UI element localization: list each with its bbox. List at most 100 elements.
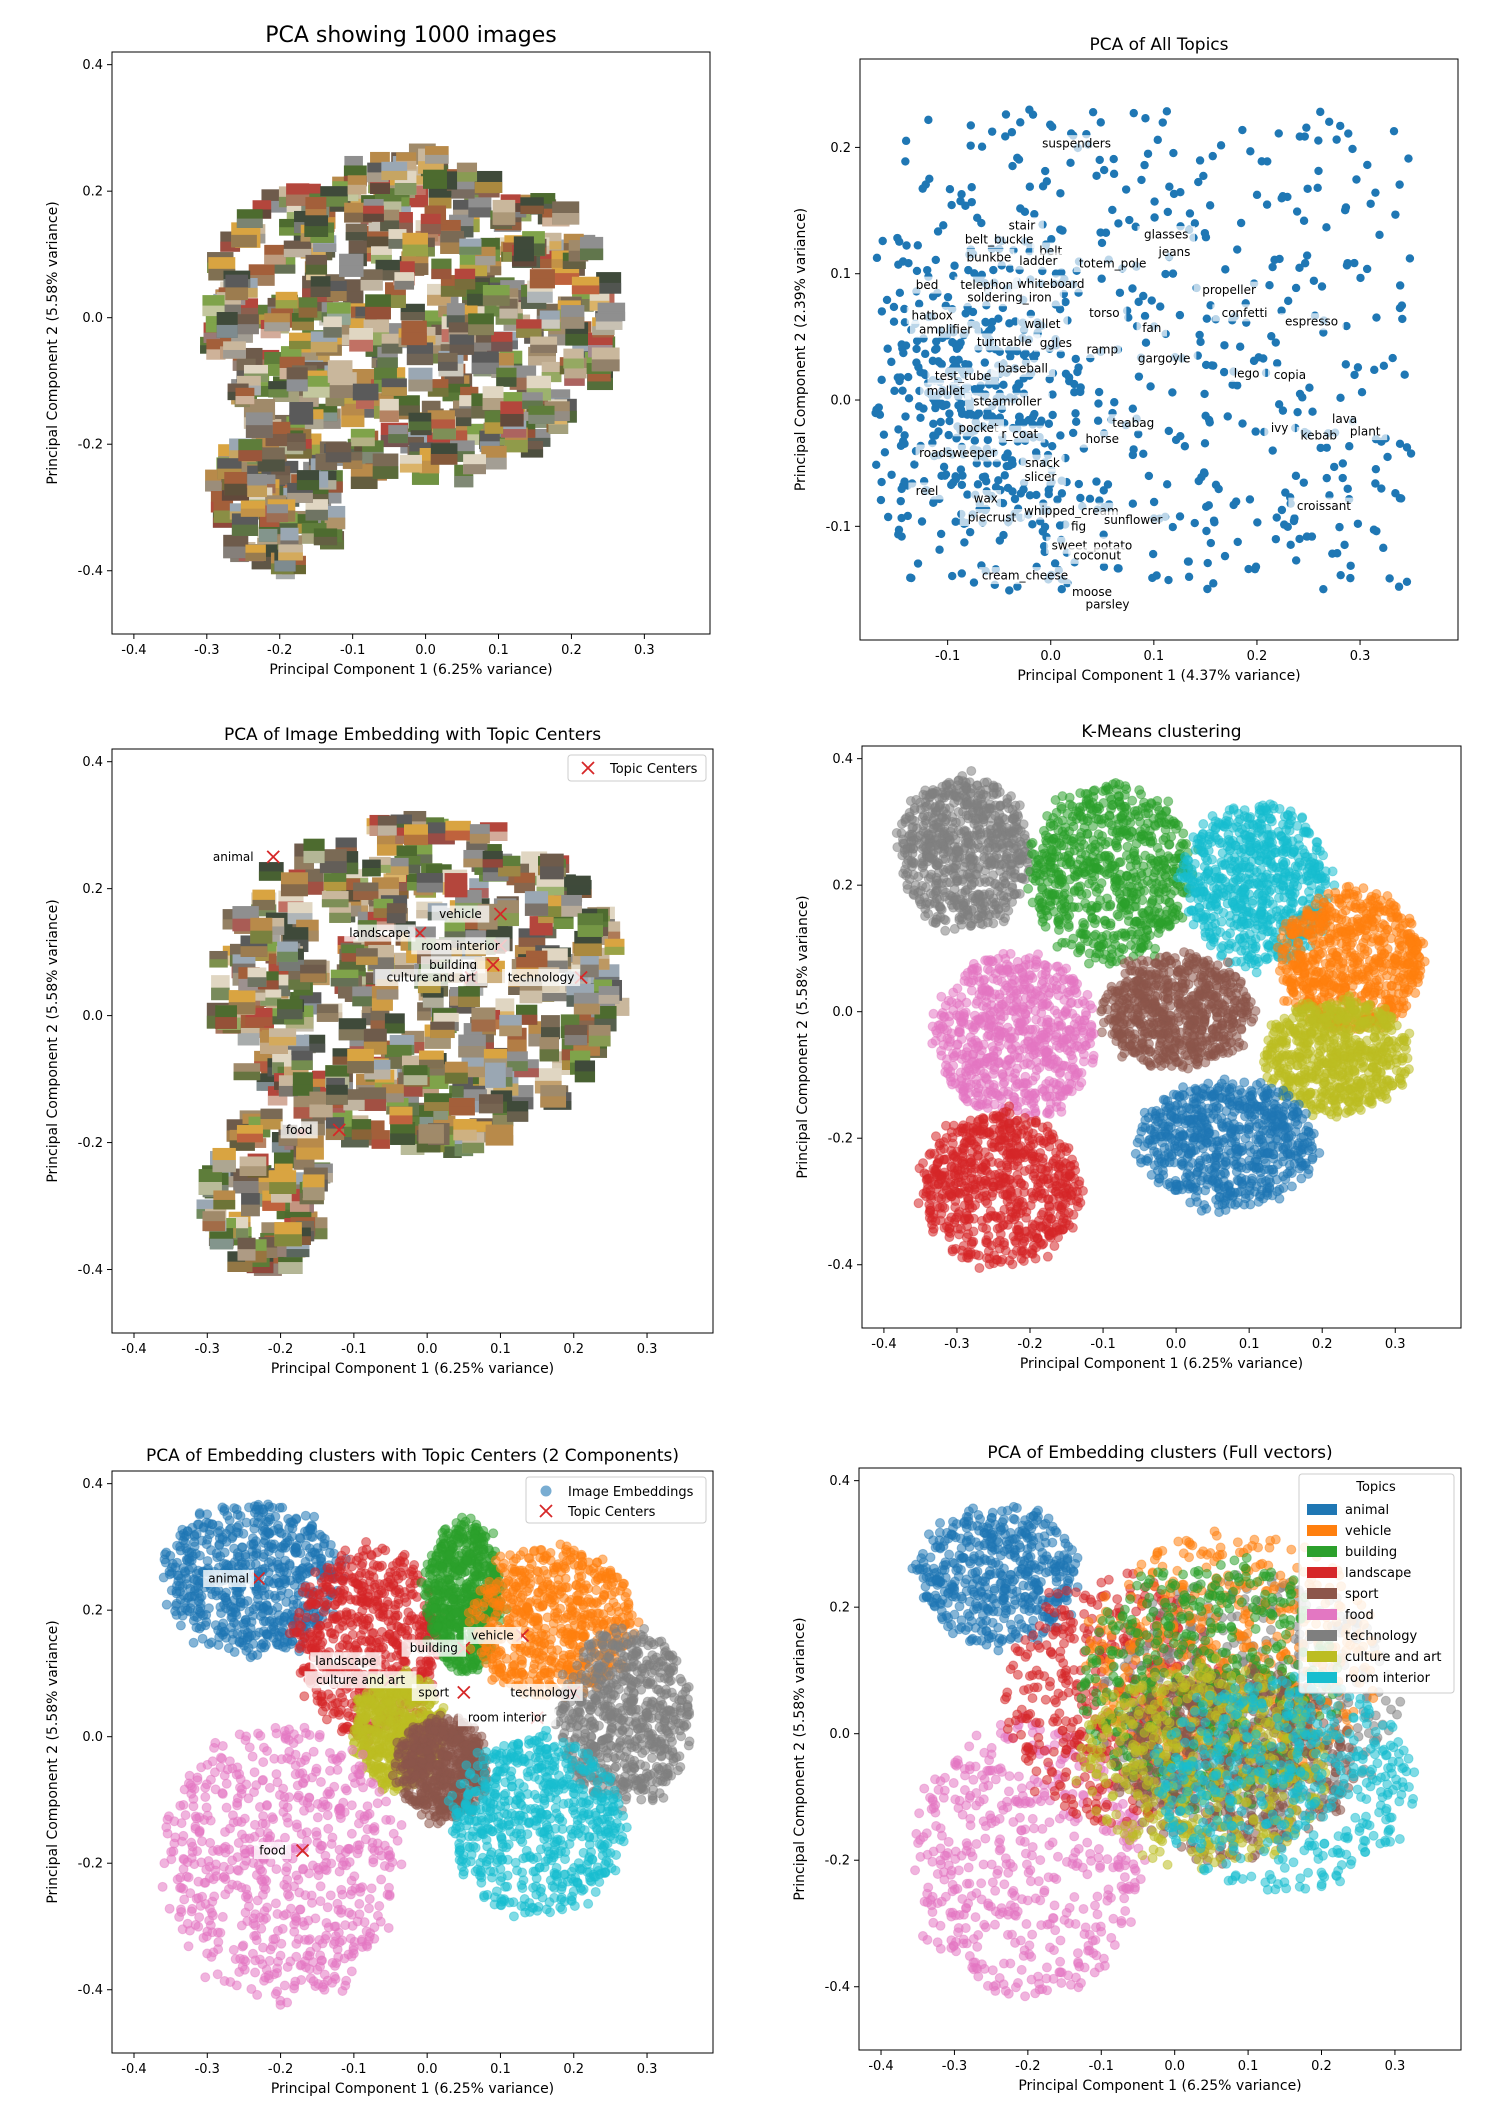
topic-label: croissant	[1297, 499, 1351, 513]
topic-label: reel	[916, 484, 939, 498]
data-point	[1234, 538, 1242, 546]
thumbnail-detail	[423, 998, 444, 1008]
data-point	[944, 431, 952, 439]
data-point	[1056, 189, 1064, 197]
thumbnail-detail	[404, 1075, 428, 1085]
image-thumbnail	[499, 1015, 522, 1036]
image-thumbnail	[213, 1190, 235, 1209]
image-thumbnail	[541, 1015, 560, 1039]
topic-label-group: coconut	[1068, 547, 1126, 564]
thumbnail-detail	[588, 373, 611, 381]
data-point	[951, 472, 959, 480]
image-thumbnail	[382, 378, 407, 396]
data-point	[1330, 463, 1338, 471]
data-point	[1172, 436, 1180, 444]
data-point	[890, 318, 898, 326]
data-point	[1165, 182, 1173, 190]
data-point	[951, 518, 959, 526]
data-point	[1375, 231, 1383, 239]
topic-label: piecrust	[968, 510, 1017, 524]
data-point	[1185, 573, 1193, 581]
data-point	[966, 528, 974, 536]
data-point	[1292, 284, 1300, 292]
data-point	[1008, 487, 1016, 495]
data-point	[884, 513, 892, 521]
data-point	[1303, 532, 1311, 540]
thumbnail-detail	[430, 1030, 454, 1038]
data-point	[1221, 265, 1229, 273]
data-point	[905, 394, 913, 402]
data-point	[1016, 204, 1024, 212]
topic-label: belt_buckle	[965, 233, 1034, 247]
thumbnail-detail	[565, 1035, 588, 1045]
image-thumbnail	[225, 275, 248, 300]
data-point	[968, 183, 976, 191]
data-point	[931, 345, 939, 353]
data-point	[945, 409, 953, 417]
data-point	[1004, 906, 1013, 915]
data-point	[1021, 349, 1029, 357]
thumbnail-detail	[458, 997, 480, 1007]
data-point	[1201, 439, 1209, 447]
data-point	[1363, 265, 1371, 273]
image-thumbnail	[248, 968, 267, 987]
topic-label-group: ggles	[1034, 335, 1078, 352]
data-point	[877, 376, 885, 384]
thumbnail-detail	[227, 1262, 252, 1272]
data-point	[1149, 550, 1157, 558]
data-point	[988, 127, 996, 135]
data-point	[1037, 417, 1045, 425]
data-point	[1233, 245, 1241, 253]
data-point	[967, 411, 975, 419]
thumbnail-detail	[552, 213, 579, 225]
thumbnail-detail	[363, 214, 384, 222]
image-thumbnail	[407, 342, 433, 365]
data-point	[1303, 251, 1311, 259]
data-point	[960, 538, 968, 546]
data-point	[934, 399, 942, 407]
data-point	[1139, 450, 1147, 458]
image-thumbnail	[507, 1101, 528, 1122]
thumbnail-detail	[507, 1040, 526, 1052]
topic-label-group: totem_pole	[1074, 255, 1152, 272]
thumbnail-detail	[486, 1135, 514, 1145]
thumbnail-detail	[353, 392, 379, 400]
thumbnail-detail	[223, 350, 246, 359]
data-point	[890, 303, 898, 311]
thumbnail-detail	[213, 1160, 236, 1172]
image-thumbnail	[277, 999, 303, 1019]
thumbnail-detail	[377, 357, 397, 368]
thumbnail-detail	[306, 265, 328, 275]
data-point	[1356, 274, 1364, 282]
data-point	[932, 256, 940, 264]
data-point	[1011, 495, 1019, 503]
data-point	[1404, 154, 1412, 162]
data-point	[912, 345, 920, 353]
image-thumbnail	[363, 206, 384, 222]
data-point	[1203, 314, 1211, 322]
thumbnail-detail	[575, 1071, 595, 1082]
image-thumbnail	[245, 545, 265, 561]
data-point	[961, 360, 969, 368]
y-axis-label: Principal Component 2 (5.58% variance)	[45, 899, 61, 1182]
thumbnail-detail	[540, 1096, 566, 1107]
image-thumbnail	[540, 1085, 566, 1107]
image-thumbnail	[281, 872, 308, 896]
data-point	[1246, 495, 1254, 503]
thumbnail-detail	[238, 450, 262, 461]
thumbnail-detail	[326, 1095, 348, 1105]
image-thumbnail	[574, 993, 600, 1015]
thumbnail-detail	[209, 959, 227, 967]
thumbnail-detail	[268, 389, 288, 397]
thumbnail-detail	[387, 913, 406, 923]
data-point	[1163, 107, 1171, 115]
data-point	[878, 307, 886, 315]
data-point	[1104, 480, 1112, 488]
image-thumbnail	[317, 1004, 338, 1022]
data-point	[1210, 518, 1218, 526]
image-thumbnail	[237, 1238, 255, 1261]
thumbnail-detail	[564, 368, 586, 378]
topic-label-group: fan	[1137, 320, 1167, 337]
thumbnail-detail	[599, 995, 620, 1004]
y-tick-label: -0.2	[78, 438, 103, 453]
